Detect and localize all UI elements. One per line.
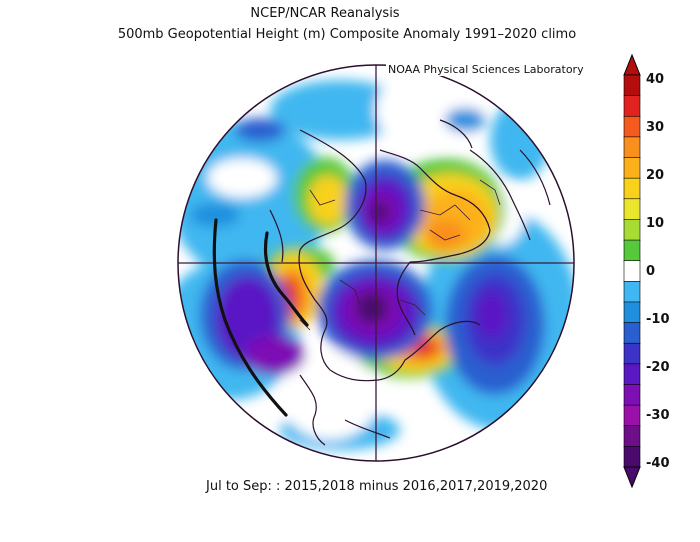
period-label: Jul to Sep: : 2015,2018 minus 2016,2017,… <box>206 479 548 494</box>
colorbar-label-minus-20: -20 <box>646 360 670 375</box>
colorbar-label-20: 20 <box>646 168 665 183</box>
map-title: NCEP/NCAR Reanalysis <box>250 6 400 21</box>
colorbar-label-30: 30 <box>646 120 665 135</box>
colorbar-segment <box>623 115 641 138</box>
annotation-lines <box>212 218 309 417</box>
colorbar-segment <box>623 239 641 262</box>
colorbar <box>623 53 641 489</box>
colorbar-label-minus-40: -40 <box>646 456 670 471</box>
colorbar-segment <box>623 74 641 97</box>
colorbar-segment <box>623 322 641 345</box>
colorbar-label-10: 10 <box>646 216 665 231</box>
map-subtitle: 500mb Geopotential Height (m) Composite … <box>117 27 577 42</box>
credit-label: NOAA Physical Sciences Laboratory <box>386 63 586 76</box>
colorbar-label-minus-10: -10 <box>646 312 670 327</box>
colorbar-segment <box>623 384 641 406</box>
colorbar-label-minus-30: -30 <box>646 408 670 423</box>
colorbar-segment <box>623 219 641 241</box>
colorbar-segment <box>623 342 641 365</box>
colorbar-label-0: 0 <box>646 264 656 279</box>
colorbar-label-40: 40 <box>646 72 665 87</box>
colorbar-segment <box>623 446 641 468</box>
globe-outline <box>177 64 575 462</box>
colorbar-bottom-arrow <box>623 466 641 489</box>
colorbar-top-arrow <box>623 53 641 76</box>
colorbar-segment <box>623 260 641 283</box>
colorbar-segment <box>623 404 641 427</box>
colorbar-segment <box>623 177 641 200</box>
coastlines <box>269 119 551 446</box>
colorbar-segment <box>623 281 641 303</box>
colorbar-segment <box>623 136 641 159</box>
colorbar-segment <box>623 425 641 448</box>
colorbar-segment <box>623 198 641 221</box>
colorbar-segment <box>623 363 641 386</box>
colorbar-segment <box>623 157 641 179</box>
borders <box>299 179 501 331</box>
anomaly-field <box>178 65 574 461</box>
colorbar-segment <box>623 95 641 118</box>
colorbar-segment <box>623 301 641 324</box>
